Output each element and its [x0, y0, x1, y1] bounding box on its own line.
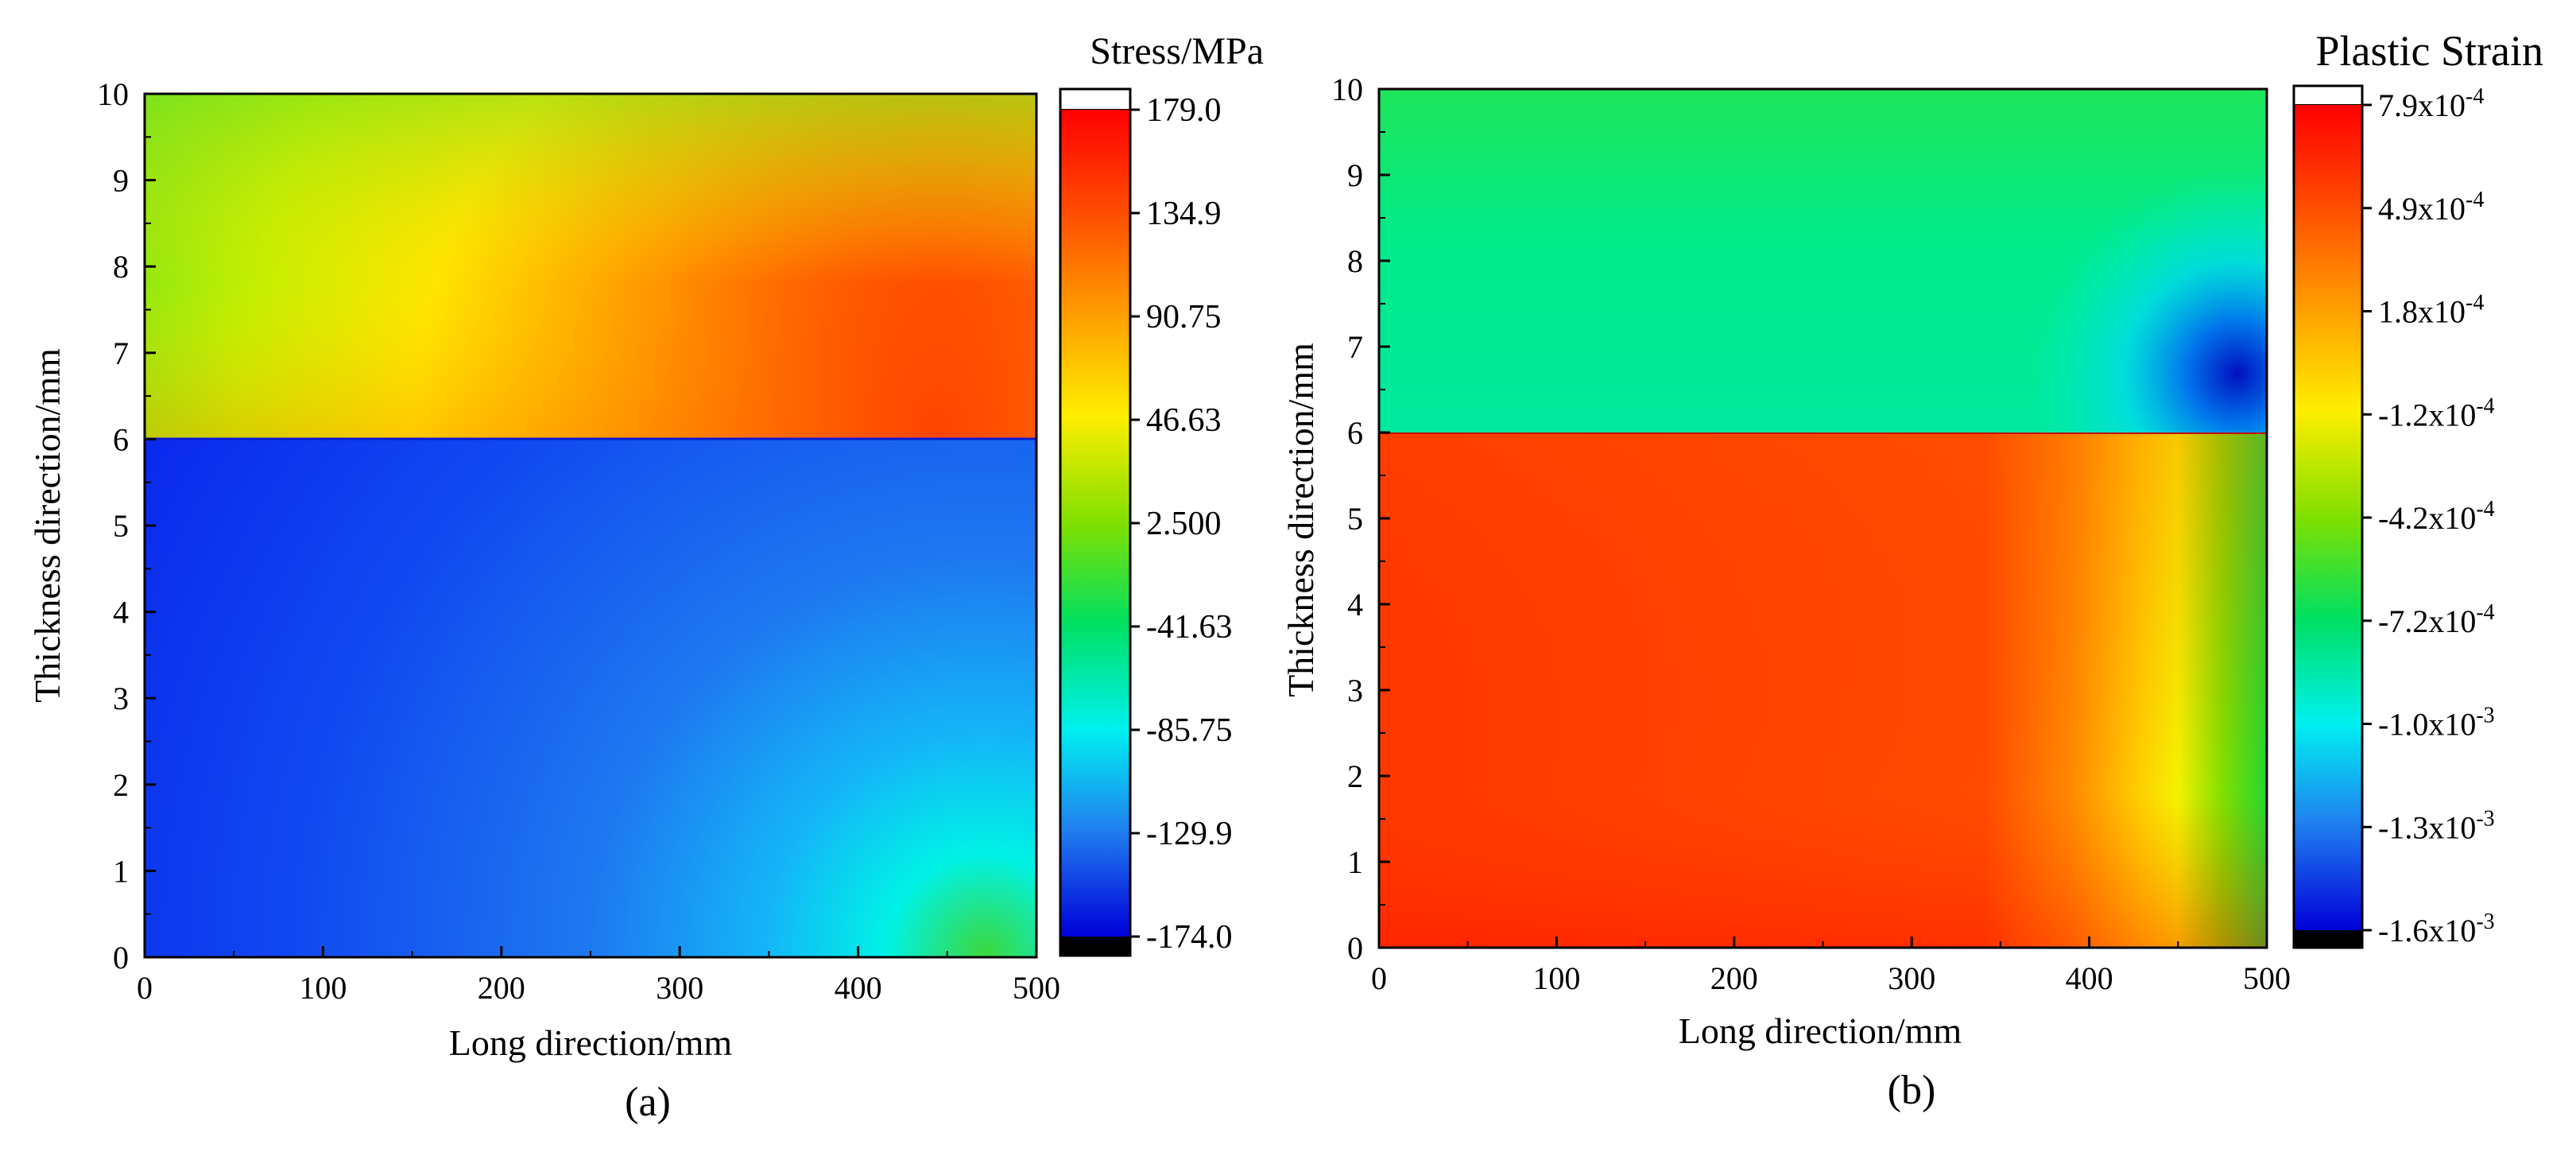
- y-tick-label: 2: [113, 767, 129, 803]
- x-tick-label: 0: [1371, 960, 1387, 996]
- x-axis-label-a: Long direction/mm: [449, 1022, 733, 1063]
- y-tick-label: 0: [113, 940, 129, 976]
- y-axis-b: 0 1 2 3 4 5 6 7 8 9 10: [1331, 72, 1390, 966]
- colorbar-title-b: Plastic Strain: [2316, 27, 2543, 75]
- x-tick-label: 500: [2243, 960, 2291, 996]
- y-tick-label: 1: [1347, 844, 1363, 880]
- y-tick-label: 4: [113, 595, 129, 630]
- y-tick-label: 1: [113, 853, 129, 889]
- colorbar-tick-label: -85.75: [1146, 712, 1233, 749]
- x-tick-label: 100: [1532, 960, 1580, 996]
- y-tick-label: 10: [97, 76, 129, 112]
- x-tick-label: 300: [656, 970, 703, 1006]
- x-axis-b: 0 100 200 300 400 500: [1371, 937, 2291, 996]
- colorbar-tick-label: 46.63: [1146, 402, 1222, 439]
- colorbar-tick-label: -1.3x10-3: [2378, 806, 2495, 845]
- colorbar-tick-label: -129.9: [1146, 816, 1233, 852]
- colorbar-tick-label: -1.0x10-3: [2378, 704, 2495, 743]
- colorbar-max-cap-b: [2293, 85, 2363, 106]
- colorbar-tick-label: 134.9: [1146, 196, 1222, 232]
- colorbar-max-cap-a: [1059, 88, 1131, 111]
- colorbar-ticks-a: 179.0 134.9 90.75 46.63 2.500 -41.63 -85.75 -12…: [1130, 92, 1233, 956]
- colorbar-tick-label: -41.63: [1146, 609, 1233, 646]
- colorbar-tick-label: 90.75: [1146, 299, 1222, 336]
- colorbar-tick-label: 1.8x10-4: [2378, 291, 2484, 330]
- strain-bottom-layer-shade: [1379, 433, 2267, 948]
- y-tick-label: 5: [1347, 501, 1363, 537]
- colorbar-b: [2294, 105, 2362, 930]
- stress-bottom-layer: [145, 439, 1036, 957]
- y-tick-label: 8: [113, 249, 129, 285]
- colorbar-tick-label: -174.0: [1146, 919, 1233, 956]
- panel-b: 0 100 200 300 400 500 0 1 2 3 4 5 6 7 8 9 10 Long direc…: [1280, 27, 2543, 1113]
- colorbar-ticks-b: 7.9x10-4 4.9x10-4 1.8x10-4 -1.2x10-4 -4.2x10…: [2362, 84, 2495, 948]
- colorbar-a: [1060, 110, 1130, 937]
- x-tick-label: 500: [1013, 970, 1060, 1006]
- y-tick-label: 9: [1347, 157, 1363, 193]
- y-tick-label: 7: [113, 336, 129, 371]
- colorbar-tick-label: -1.2x10-4: [2378, 394, 2495, 432]
- y-tick-label: 2: [1347, 758, 1363, 794]
- stress-top-layer-shade: [145, 94, 1036, 439]
- x-tick-label: 400: [835, 970, 882, 1006]
- y-tick-label: 6: [113, 421, 129, 457]
- y-tick-label: 4: [1347, 587, 1363, 623]
- y-tick-label: 7: [1347, 329, 1363, 365]
- x-tick-label: 300: [1888, 960, 1935, 996]
- strain-compression-zone: [2035, 89, 2267, 433]
- y-tick-label: 10: [1331, 72, 1363, 107]
- x-tick-label: 400: [2066, 960, 2113, 996]
- colorbar-tick-label: 7.9x10-4: [2378, 84, 2484, 123]
- y-axis-a: 0 1 2 3 4 5 6 7 8 9 10: [97, 76, 156, 976]
- x-tick-label: 0: [137, 970, 153, 1006]
- colorbar-tick-label: 4.9x10-4: [2378, 188, 2484, 227]
- y-tick-label: 0: [1347, 930, 1363, 966]
- colorbar-tick-label: -4.2x10-4: [2378, 497, 2495, 536]
- x-axis-label-b: Long direction/mm: [1679, 1010, 1962, 1051]
- y-tick-label: 6: [1347, 415, 1363, 451]
- y-tick-label: 5: [113, 508, 129, 544]
- y-tick-label: 3: [113, 681, 129, 716]
- y-tick-label: 9: [113, 163, 129, 199]
- colorbar-min-cap-b: [2294, 930, 2362, 948]
- panel-a: 0 100 200 300 400 500 0 1 2 3 4 5 6 7 8 9 10 Long direc…: [27, 30, 1264, 1125]
- panel-label-b: (b): [1888, 1068, 1936, 1113]
- colorbar-min-cap-a: [1060, 937, 1130, 956]
- y-tick-label: 8: [1347, 243, 1363, 279]
- colorbar-title-a: Stress/MPa: [1090, 30, 1264, 72]
- y-axis-label-b: Thickness direction/mm: [1280, 343, 1321, 697]
- colorbar-tick-label: -7.2x10-4: [2378, 600, 2495, 639]
- y-axis-label-a: Thickness direction/mm: [27, 348, 68, 703]
- x-tick-label: 200: [478, 970, 525, 1006]
- x-tick-label: 100: [299, 970, 347, 1006]
- x-axis-a: 0 100 200 300 400 500: [137, 946, 1060, 1006]
- colorbar-tick-label: 179.0: [1146, 92, 1222, 129]
- y-tick-label: 3: [1347, 673, 1363, 708]
- panel-label-a: (a): [625, 1080, 671, 1125]
- x-tick-label: 200: [1710, 960, 1758, 996]
- colorbar-tick-label: 2.500: [1146, 506, 1222, 542]
- colorbar-tick-label: -1.6x10-3: [2378, 910, 2495, 948]
